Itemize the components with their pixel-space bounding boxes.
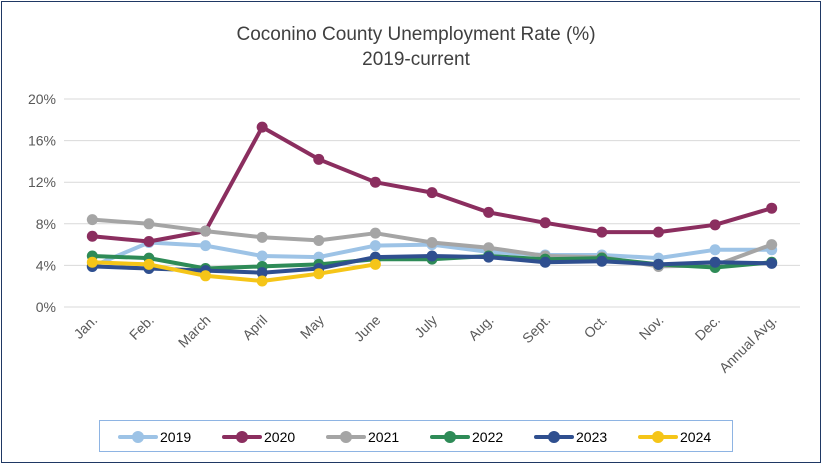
x-tick-label: Dec. [692, 312, 724, 344]
data-point [766, 257, 778, 269]
series-2024 [86, 256, 381, 287]
chart-title: Coconino County Unemployment Rate (%) [236, 24, 595, 45]
x-tick-label: Feb. [126, 312, 157, 343]
x-tick-label: May [297, 312, 327, 342]
legend-swatch-2023 [534, 428, 574, 446]
data-point [596, 255, 608, 267]
legend-label: 2019 [160, 429, 192, 445]
legend-item-2021: 2021 [326, 428, 399, 446]
data-point [596, 226, 608, 238]
x-tick-label: Nov. [636, 312, 667, 343]
data-point [86, 230, 98, 242]
legend-item-2019: 2019 [118, 428, 191, 446]
legend-swatch-2021 [326, 428, 366, 446]
data-point [709, 219, 721, 231]
data-point [426, 250, 438, 262]
x-tick-label: April [239, 312, 270, 343]
legend-label: 2023 [576, 429, 608, 445]
data-point [766, 202, 778, 214]
legend-swatch-2019 [118, 428, 158, 446]
data-point [86, 256, 98, 268]
data-point [200, 270, 212, 282]
y-tick-label: 8% [36, 216, 56, 232]
data-point [369, 227, 381, 239]
data-point [369, 176, 381, 188]
chart-subtitle: 2019-current [362, 49, 470, 70]
data-point [483, 251, 495, 263]
data-point [369, 240, 381, 252]
data-point [256, 275, 268, 287]
data-point [143, 235, 155, 247]
data-point [313, 268, 325, 280]
legend-item-2020: 2020 [222, 428, 295, 446]
gridlines [64, 98, 800, 308]
y-tick-label: 12% [28, 174, 56, 190]
data-point [539, 217, 551, 229]
legend-item-2022: 2022 [430, 428, 503, 446]
x-tick-label: Sept. [519, 312, 553, 346]
legend-label: 2020 [264, 429, 296, 445]
series-line [90, 125, 774, 244]
x-tick-label: Annual Avg. [716, 312, 780, 376]
x-tick-label: July [411, 312, 440, 341]
legend-swatch-2020 [222, 428, 262, 446]
data-point [369, 258, 381, 270]
data-point [256, 121, 268, 133]
legend-label: 2021 [368, 429, 400, 445]
y-tick-label: 16% [28, 133, 56, 149]
y-tick-label: 0% [36, 299, 56, 315]
data-point [652, 226, 664, 238]
data-point [313, 234, 325, 246]
data-point [766, 239, 778, 251]
x-tick-label: Jan. [70, 312, 100, 342]
legend-item-2024: 2024 [638, 428, 711, 446]
x-tick-label: Aug. [465, 312, 497, 344]
x-axis-ticks: Jan. Feb. March April May June July Aug. Sept. Oc… [70, 312, 779, 376]
data-point [426, 187, 438, 199]
data-point [86, 214, 98, 226]
legend-swatch-2024 [638, 428, 678, 446]
data-point [143, 258, 155, 270]
data-point [313, 153, 325, 165]
data-point [200, 225, 212, 237]
data-point [483, 242, 495, 254]
y-tick-label: 20% [28, 91, 56, 107]
series-group [86, 121, 778, 287]
data-point [143, 218, 155, 230]
data-point [256, 250, 268, 262]
legend-swatch-2022 [430, 428, 470, 446]
data-point [426, 237, 438, 249]
legend-label: 2022 [472, 429, 504, 445]
legend-item-2023: 2023 [534, 428, 607, 446]
series-line [90, 260, 378, 283]
data-point [483, 206, 495, 218]
x-tick-label: March [175, 312, 214, 351]
legend: 2019 2020 2021 2022 2023 2024 [99, 420, 733, 452]
data-point [539, 256, 551, 268]
data-point [256, 267, 268, 279]
data-point [256, 231, 268, 243]
y-axis-ticks: 0% 4% 8% 12% 16% 20% [28, 91, 56, 315]
legend-label: 2024 [680, 429, 712, 445]
data-point [709, 256, 721, 268]
x-tick-label: June [351, 312, 384, 345]
data-point [709, 244, 721, 256]
x-tick-label: Oct. [581, 312, 610, 341]
data-point [652, 258, 664, 270]
y-tick-label: 4% [36, 257, 56, 273]
data-point [200, 240, 212, 252]
